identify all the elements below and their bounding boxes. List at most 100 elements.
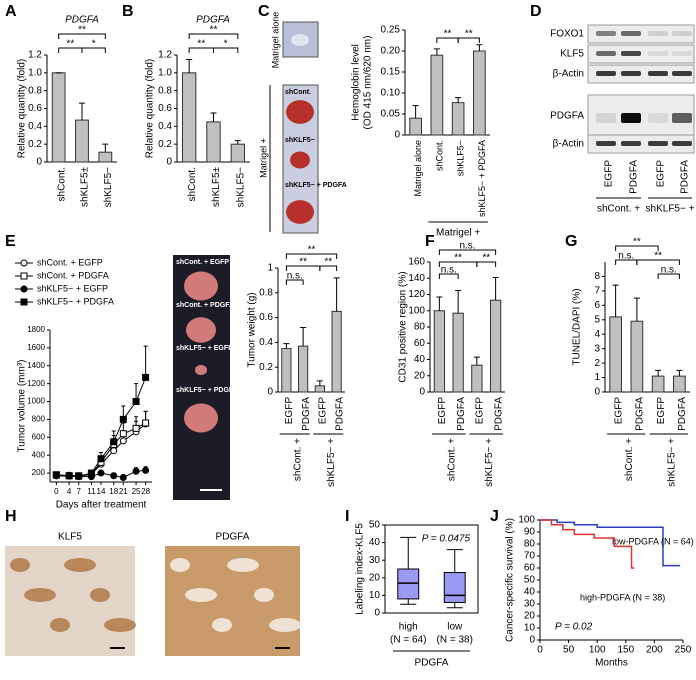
group-label: shCont. + (446, 438, 457, 481)
bar (630, 320, 644, 393)
error-bar (455, 289, 462, 314)
y-tick-label: 1.2 (28, 50, 42, 61)
bar (473, 50, 486, 136)
error-bar (492, 276, 499, 301)
x-tick-label: 11 (87, 487, 96, 496)
lane-label: EGFP (604, 160, 615, 188)
x-axis-label: Days after treatment (56, 500, 147, 511)
panel-letter: C (258, 3, 270, 20)
group-label: Matrigel + (436, 228, 480, 239)
marker (97, 455, 105, 463)
y-tick-label: 80 (414, 322, 426, 333)
photo-label: shCont. (285, 89, 311, 96)
y-tick-label: 0 (36, 157, 42, 168)
y-tick-label: 0 (374, 608, 380, 619)
y-tick-label: 1 (594, 372, 600, 383)
significance-bracket (319, 265, 338, 271)
marker (119, 437, 127, 445)
y-tick-label: 8 (594, 271, 600, 282)
error-bar (655, 369, 662, 377)
photo-label: shCont. + EGFP (176, 259, 229, 266)
panel-letter: F (425, 233, 435, 250)
significance-label: ** (308, 245, 316, 256)
y-tick-label: 1000 (27, 397, 45, 406)
y-tick-label: 4 (594, 329, 600, 340)
y-tick-label: 1.0 (158, 67, 172, 78)
y-axis-label: Relative quantity (fold) (17, 59, 28, 159)
x-tick-label: PDGFA (456, 397, 467, 431)
x-tick-label: EGFP (656, 397, 667, 425)
significance-label: ** (210, 25, 218, 36)
tissue (227, 558, 259, 572)
marker (75, 472, 83, 480)
x-tick-label: 28 (141, 487, 150, 496)
image-title: PDGFA (216, 532, 250, 543)
band (648, 31, 668, 36)
x-tick-label: 250 (675, 645, 692, 656)
band (596, 31, 616, 36)
group-label: shCont. + (292, 438, 303, 481)
bar (230, 143, 246, 163)
x-tick-label: shCont. (187, 167, 198, 201)
significance-label: ** (633, 237, 641, 248)
y-tick-label: 400 (32, 450, 46, 459)
band (596, 113, 616, 123)
marker (87, 469, 95, 477)
group-label: PDGFA (415, 658, 449, 669)
tissue (212, 618, 232, 632)
marker (142, 466, 150, 474)
significance-label: ** (654, 251, 662, 262)
significance-bracket (438, 249, 497, 255)
significance-label: ** (299, 257, 307, 268)
bar (75, 119, 89, 163)
y-axis-label: Tumor volume (mm³) (17, 360, 28, 453)
significance-label: ** (454, 253, 462, 264)
error-bar (412, 105, 419, 119)
x-tick-label: 21 (119, 487, 128, 496)
marker (110, 472, 118, 480)
bar (489, 299, 502, 393)
y-tick-label: 10 (369, 590, 381, 601)
significance-bracket (657, 273, 680, 279)
tissue (64, 558, 96, 572)
row-label: FOXO1 (550, 29, 584, 40)
bar (314, 385, 325, 393)
chart-title: PDGFA (65, 15, 99, 26)
significance-label: ** (324, 257, 332, 268)
x-tick-label: EGFP (475, 397, 486, 425)
bar (206, 121, 221, 163)
x-axis-label: Months (595, 658, 628, 669)
photo-label: Matrigel + (258, 138, 268, 178)
tissue (170, 558, 190, 572)
y-tick-label: 120 (408, 289, 425, 300)
photo-label: shKLF5− + PDGFA (176, 387, 238, 394)
x-tick-label: shCont. (56, 167, 67, 201)
x-tick-label: 18 (109, 487, 118, 496)
x-tick-label: 150 (617, 645, 634, 656)
legend-label: shKLF5− + PDGFA (37, 296, 114, 306)
significance-label: ** (66, 39, 74, 50)
x-tick-label: 7 (76, 487, 81, 496)
chart-title: PDGFA (196, 15, 230, 26)
tissue (185, 588, 217, 602)
x-tick-note: (N = 64) (390, 635, 426, 646)
y-tick-label: 0.15 (381, 67, 401, 78)
marker (132, 467, 140, 475)
y-tick-label: 0.4 (259, 337, 273, 348)
band (648, 51, 668, 56)
y-tick-label: 30 (369, 555, 381, 566)
x-tick-label: 4 (67, 487, 72, 496)
y-tick-label: 0.2 (158, 139, 172, 150)
marker (110, 447, 118, 455)
tumor (184, 403, 218, 433)
marker (132, 424, 140, 432)
bar (98, 151, 113, 163)
y-tick-label: 0.6 (259, 312, 273, 323)
lane-label: EGFP (656, 160, 667, 188)
y-tick-label: 1400 (27, 361, 45, 370)
x-tick-label: shKLF5− + PDGFA (477, 140, 487, 217)
x-tick-label: shKLF5− (456, 140, 466, 176)
legend-label: shKLF5− + EGFP (37, 283, 108, 293)
